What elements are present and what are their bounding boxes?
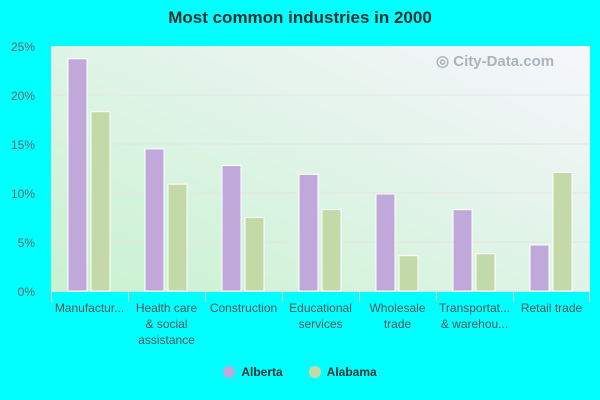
x-tick-label: Educational xyxy=(289,301,352,315)
x-tick-label: Transportat... xyxy=(439,301,510,315)
x-tick-label: assistance xyxy=(138,333,195,347)
legend-item-alabama: Alabama xyxy=(308,365,377,379)
x-tick-label: & social xyxy=(145,317,187,331)
y-tick-label: 25% xyxy=(11,40,35,54)
bar-alabama xyxy=(321,209,342,292)
x-tick-label: Health care xyxy=(136,301,198,315)
x-tick-label: Manufactur... xyxy=(55,301,124,315)
y-tick-label: 0% xyxy=(18,285,36,299)
bar-alberta xyxy=(144,148,165,292)
bar-alabama xyxy=(552,171,573,292)
bar-alabama xyxy=(167,183,188,292)
x-tick-label: trade xyxy=(384,317,412,331)
bar-alberta xyxy=(529,244,550,292)
x-tick-label: services xyxy=(298,317,342,331)
legend-label: Alabama xyxy=(326,365,377,379)
bar-alberta xyxy=(67,58,88,292)
legend-label: Alberta xyxy=(241,365,283,379)
plot-area xyxy=(51,46,590,291)
x-tick-label: & warehou... xyxy=(441,317,508,331)
y-tick-label: 20% xyxy=(11,89,35,103)
bar-alberta xyxy=(375,193,396,292)
chart-title: Most common industries in 2000 xyxy=(168,8,432,27)
watermark-logo: ◎ City-Data.com xyxy=(436,53,555,70)
bar-alabama xyxy=(90,111,111,292)
bar-alberta xyxy=(452,209,473,292)
legend: Alberta Alabama xyxy=(0,365,600,379)
x-tick-label: Retail trade xyxy=(521,301,583,315)
bar-alabama xyxy=(398,255,419,292)
bar-alberta xyxy=(298,173,319,292)
alberta-swatch xyxy=(223,366,236,378)
x-tick-label: Construction xyxy=(210,301,277,315)
y-tick-label: 10% xyxy=(11,187,35,201)
y-tick-label: 5% xyxy=(18,236,36,250)
alabama-swatch xyxy=(308,366,321,378)
legend-item-alberta: Alberta xyxy=(223,365,283,379)
bar-alabama xyxy=(244,217,265,292)
y-tick-label: 15% xyxy=(11,138,35,152)
bar-alberta xyxy=(221,165,242,292)
bar-alabama xyxy=(475,253,496,292)
x-tick-label: Wholesale xyxy=(369,301,425,315)
